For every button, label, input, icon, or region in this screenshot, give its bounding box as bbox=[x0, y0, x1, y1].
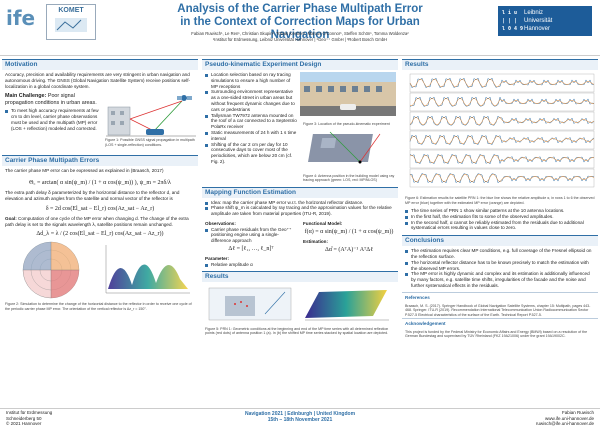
acknowledgement-text: This project is funded by the Federal Mi… bbox=[405, 329, 588, 339]
challenge-bullet: To meet high accuracy requirements at fe… bbox=[2, 108, 102, 131]
figure-3-photo bbox=[300, 72, 396, 116]
figure-2-caption: Figure 2: Simulation to determine the ch… bbox=[5, 302, 192, 311]
figure-4-caption: Figure 4: Antenna position in the buildi… bbox=[303, 173, 395, 183]
challenge-block: Main Challenge: Poor signal propagation … bbox=[2, 91, 198, 149]
cpme-formula-2: δ = 2d cos(El_sat − El_r) cos(Az_sat − A… bbox=[45, 205, 155, 212]
exp-bullet: Static measurements of 24 h with 1 s tim… bbox=[202, 130, 300, 142]
figure-3-caption: Figure 3: Location of the pseudo-kinemat… bbox=[303, 122, 390, 126]
poster-title: Analysis of the Carrier Phase Multipath … bbox=[177, 3, 423, 41]
figure-2b-surface-plot bbox=[105, 245, 191, 294]
right-column: Results Figure 6: Estimation results for… bbox=[402, 59, 598, 340]
middle-column: Pseudo-kinematic Experiment Design Locat… bbox=[202, 59, 398, 337]
goal-text: Goal: Computation of one cycle of the MP… bbox=[5, 215, 189, 227]
figure-6-time-series bbox=[409, 73, 595, 188]
footer-contact: Fabian Ruwisch www.ife.uni-hannover.de ruw… bbox=[535, 410, 594, 426]
ife-logo: ife bbox=[6, 6, 36, 30]
mapping-heading: Mapping Function Estimation bbox=[202, 186, 398, 198]
results-bullet: In the first half, the estimation fits t… bbox=[402, 214, 598, 220]
komet-logo-graphic bbox=[55, 18, 87, 32]
parameter-bullet: Relative amplitude α bbox=[202, 262, 300, 268]
exp-bullet: Tallysman TW7972 antenna mounted on the … bbox=[202, 113, 300, 130]
fig6-panel bbox=[409, 130, 595, 150]
acknowledgement-heading: Acknowledgement bbox=[402, 318, 598, 329]
footer-conference: Navigation 2021 | Edinburgh | United Kin… bbox=[244, 411, 356, 423]
figure-5 bbox=[202, 282, 398, 326]
figure-4-building-model bbox=[308, 131, 381, 163]
cpme-formula-3: Δd_λ = λ / (2 cos(El_sat − El_r) cos(Az_… bbox=[36, 231, 164, 238]
map-bullet: Phase shift ψ_m is calculated by ray tra… bbox=[202, 205, 398, 217]
motivation-text: Accuracy, precision and availability req… bbox=[5, 72, 191, 89]
exp-bullet: Shifting of the car 2 cm per day for 10 … bbox=[202, 142, 300, 165]
luh-logo: l i u | | | l 0 4 9 Leibniz Universität … bbox=[498, 6, 592, 36]
fig6-estimated-line bbox=[409, 173, 595, 183]
estimation-formula: Δα̂ = (AᵀA)⁻¹ AᵀΔℓ bbox=[325, 247, 373, 254]
figure-5a-geometry-plot bbox=[208, 287, 292, 320]
figure-5b-stacked-plot bbox=[305, 289, 389, 320]
fig6-observed-line bbox=[409, 153, 595, 165]
poster-footer: Institut für Erdmessung Schneiderberg 50 ©… bbox=[0, 408, 600, 426]
experiment-bullets: Location selection based on ray tracing … bbox=[202, 72, 300, 184]
conclusions-heading: Conclusions bbox=[402, 235, 598, 247]
exp-bullet: Surrounding environment representative a… bbox=[202, 89, 300, 112]
functional-model-formula: f(α) = α sin(ψ_m) / (1 + α cos(ψ_m)) bbox=[304, 228, 394, 235]
figure-2a-polar-plot bbox=[22, 242, 80, 299]
figure-1-caption: Figure 1: Possible GNSS signal propagati… bbox=[105, 138, 195, 147]
conclusion-bullet: The horizontal reflector distance has to… bbox=[402, 260, 598, 272]
authors: Fabian Ruwisch¹, Le Ren¹, Christian Skup… bbox=[191, 31, 409, 42]
fig6-estimated-line bbox=[409, 154, 595, 164]
cpme-heading: Carrier Phase Multipath Errors bbox=[2, 155, 198, 167]
luh-symbol: l i u | | | l 0 4 9 bbox=[502, 10, 524, 32]
results-bullet: The time series of PRN 1 show similar pa… bbox=[402, 208, 598, 214]
figure-1-diagram bbox=[106, 95, 196, 137]
figure-5-caption: Figure 5: PRN 1: Geometric conditions at… bbox=[205, 326, 389, 336]
conclusion-bullet: The MP error is highly dynamic and compl… bbox=[402, 271, 598, 288]
references-heading: References bbox=[402, 291, 598, 303]
functional-model-label: Functional Model: bbox=[303, 220, 343, 226]
observations-label: Observations: bbox=[205, 220, 236, 226]
experiment-heading: Pseudo-kinematic Experiment Design bbox=[202, 59, 398, 70]
fig6-estimated-line bbox=[409, 135, 595, 145]
results-heading: Results bbox=[402, 59, 598, 70]
cpme-text-1: The carrier phase MP error can be expres… bbox=[5, 168, 164, 174]
results-bullet: In the second half, α cannot be reliably… bbox=[402, 220, 598, 232]
luh-name: Leibniz Universität Hannover bbox=[524, 10, 553, 32]
fig6-estimated-line bbox=[409, 78, 595, 88]
estimation-label: Estimation: bbox=[303, 238, 329, 244]
parameter-label: Parameter: bbox=[205, 256, 230, 262]
observations-bullet: Carrier phase residuals from the Geo⁺⁺ p… bbox=[202, 227, 300, 244]
cpme-formula-1: Θ꜀ = arctan( α sin(ψ_m) / (1 + α cos(ψ_m… bbox=[29, 180, 171, 187]
conclusion-bullet: The estimation requires clear MP conditi… bbox=[402, 248, 598, 260]
komet-logo: KOMET bbox=[46, 4, 96, 40]
footer-institute: Institut für Erdmessung Schneiderberg 50 ©… bbox=[6, 410, 53, 426]
fig6-estimated-line bbox=[409, 116, 595, 125]
left-column: Motivation Accuracy, precision and avail… bbox=[2, 59, 198, 312]
observations-formula: Δℓ = [ℓ₁, …, ℓ_n]ᵀ bbox=[228, 246, 274, 253]
fig6-estimated-line bbox=[409, 97, 595, 107]
challenge-text: Main Challenge: Poor signal propagation … bbox=[5, 93, 97, 106]
cpme-text-2: The extra path delay δ parameterized by … bbox=[5, 190, 180, 201]
results-heading-mid: Results bbox=[202, 270, 398, 282]
exp-bullet: Location selection based on ray tracing … bbox=[202, 72, 300, 89]
motivation-heading: Motivation bbox=[2, 59, 198, 70]
references-text: Braasch, M. S. (2017). Springer Handbook… bbox=[405, 303, 591, 317]
figure-6-caption: Figure 6: Estimation results for satelli… bbox=[405, 196, 595, 205]
figure-2 bbox=[2, 239, 198, 301]
map-bullet: Idea: map the carrier phase MP error w.r… bbox=[202, 200, 398, 206]
poster-header: ife KOMET Analysis of the Carrier Phase … bbox=[0, 0, 600, 56]
